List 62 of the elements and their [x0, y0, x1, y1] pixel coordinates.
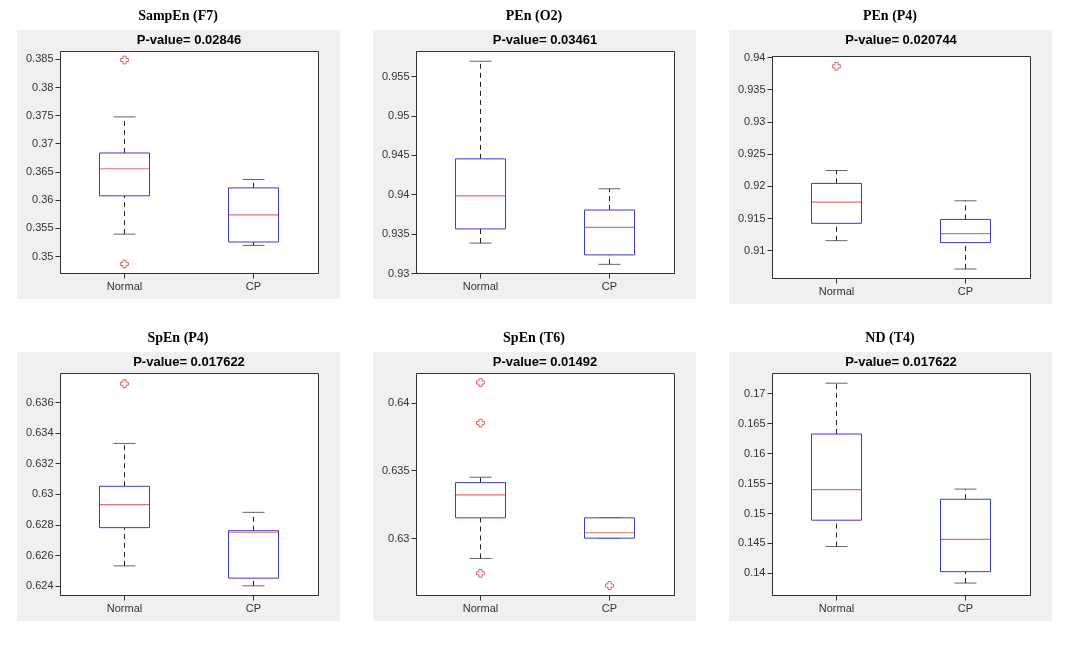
y-tick-label: 0.935 — [381, 227, 409, 240]
x-tick-label: CP — [245, 601, 261, 614]
y-tick-label: 0.17 — [743, 386, 765, 399]
y-tick-label: 0.63 — [31, 487, 53, 500]
y-tick-label: 0.145 — [737, 536, 765, 549]
chart-title: SpEn (T6) — [503, 330, 565, 346]
y-tick-label: 0.37 — [31, 136, 53, 149]
y-tick-label: 0.636 — [25, 395, 53, 408]
y-tick-label: 0.16 — [743, 446, 765, 459]
y-tick-label: 0.94 — [743, 50, 765, 63]
y-tick-label: 0.38 — [31, 80, 53, 93]
y-tick-label: 0.35 — [31, 249, 53, 262]
x-tick-label: Normal — [106, 279, 142, 292]
y-tick-label: 0.945 — [381, 148, 409, 161]
x-tick-label: CP — [957, 284, 973, 297]
y-tick-label: 0.36 — [31, 193, 53, 206]
chart-title: SampEn (F7) — [138, 8, 218, 24]
y-tick-label: 0.375 — [25, 108, 53, 121]
y-tick-label: 0.64 — [387, 396, 409, 409]
y-tick-label: 0.634 — [25, 426, 53, 439]
y-tick-label: 0.935 — [737, 82, 765, 95]
y-tick-label: 0.91 — [743, 243, 765, 256]
y-tick-label: 0.155 — [737, 476, 765, 489]
chart-subtitle: P-value= 0.01492 — [492, 354, 597, 369]
chart-subtitle: P-value= 0.017622 — [132, 354, 245, 369]
y-tick-label: 0.626 — [25, 548, 53, 561]
x-tick-label: Normal — [462, 279, 498, 292]
y-tick-label: 0.925 — [737, 147, 765, 160]
y-tick-label: 0.955 — [381, 69, 409, 82]
y-tick-label: 0.93 — [743, 115, 765, 128]
chart-title: PEn (P4) — [862, 8, 918, 24]
y-tick-label: 0.94 — [387, 187, 409, 200]
x-tick-label: CP — [957, 601, 973, 614]
y-tick-label: 0.92 — [743, 179, 765, 192]
y-tick-label: 0.635 — [381, 463, 409, 476]
x-tick-label: CP — [601, 279, 617, 292]
y-tick-label: 0.165 — [737, 416, 765, 429]
y-tick-label: 0.628 — [25, 518, 53, 531]
y-tick-label: 0.15 — [743, 506, 765, 519]
y-tick-label: 0.632 — [25, 456, 53, 469]
y-tick-label: 0.355 — [25, 221, 53, 234]
chart-subtitle: P-value= 0.02846 — [136, 32, 241, 47]
y-tick-label: 0.385 — [25, 52, 53, 65]
y-tick-label: 0.95 — [387, 109, 409, 122]
chart-title: ND (T4) — [865, 330, 915, 346]
y-tick-label: 0.915 — [737, 211, 765, 224]
chart-title: PEn (O2) — [505, 8, 563, 24]
x-tick-label: Normal — [818, 284, 854, 297]
x-tick-label: CP — [245, 279, 261, 292]
y-tick-label: 0.365 — [25, 165, 53, 178]
y-tick-label: 0.93 — [387, 266, 409, 279]
y-tick-label: 0.624 — [25, 579, 53, 592]
x-tick-label: Normal — [462, 601, 498, 614]
x-tick-label: Normal — [106, 601, 142, 614]
x-tick-label: Normal — [818, 601, 854, 614]
chart-subtitle: P-value= 0.03461 — [492, 32, 597, 47]
chart-title: SpEn (P4) — [147, 330, 209, 346]
x-tick-label: CP — [601, 601, 617, 614]
chart-subtitle: P-value= 0.020744 — [844, 32, 958, 48]
y-tick-label: 0.63 — [387, 531, 409, 544]
y-tick-label: 0.14 — [743, 566, 765, 579]
chart-subtitle: P-value= 0.017622 — [844, 354, 957, 369]
